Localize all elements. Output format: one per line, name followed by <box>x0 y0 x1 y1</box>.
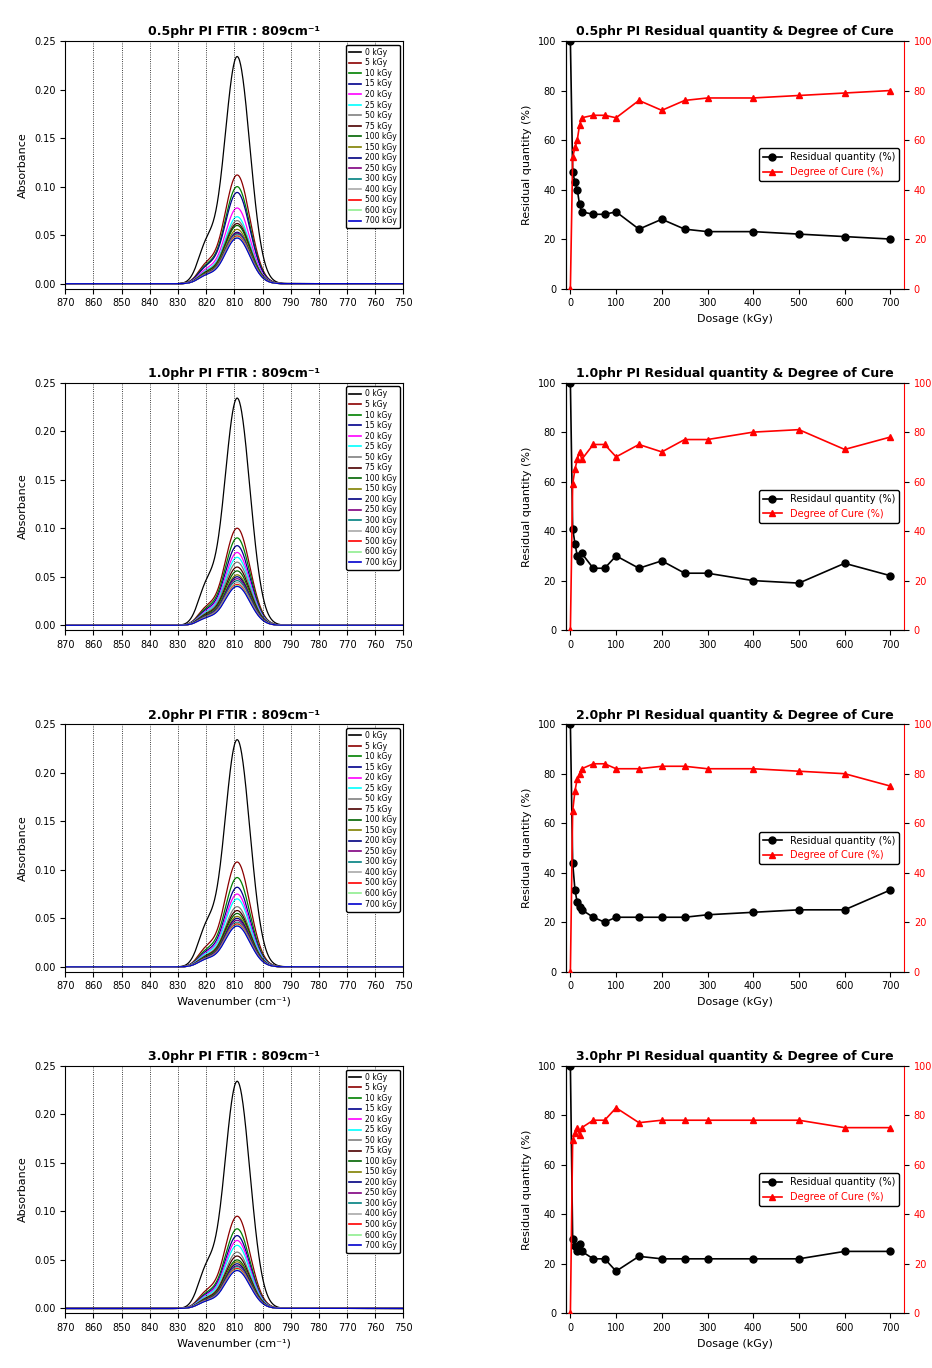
X-axis label: Wavenumber (cm⁻¹): Wavenumber (cm⁻¹) <box>177 997 292 1007</box>
Legend: 0 kGy, 5 kGy, 10 kGy, 15 kGy, 20 kGy, 25 kGy, 50 kGy, 75 kGy, 100 kGy, 150 kGy, : 0 kGy, 5 kGy, 10 kGy, 15 kGy, 20 kGy, 25… <box>347 386 400 570</box>
Title: 2.0phr PI Residual quantity & Degree of Cure: 2.0phr PI Residual quantity & Degree of … <box>576 709 894 722</box>
Legend: Residual quantity (%), Degree of Cure (%): Residual quantity (%), Degree of Cure (%… <box>759 149 899 181</box>
Y-axis label: Residual quantity (%): Residual quantity (%) <box>522 1130 532 1250</box>
Legend: Residual quantity (%), Degree of Cure (%): Residual quantity (%), Degree of Cure (%… <box>759 832 899 865</box>
Title: 0.5phr PI FTIR : 809cm⁻¹: 0.5phr PI FTIR : 809cm⁻¹ <box>148 26 321 38</box>
X-axis label: Dosage (kGy): Dosage (kGy) <box>697 1338 773 1349</box>
Y-axis label: Absorbance: Absorbance <box>19 473 28 539</box>
Legend: Residual quantity (%), Degree of Cure (%): Residual quantity (%), Degree of Cure (%… <box>759 1174 899 1205</box>
Title: 3.0phr PI FTIR : 809cm⁻¹: 3.0phr PI FTIR : 809cm⁻¹ <box>148 1051 321 1063</box>
X-axis label: Dosage (kGy): Dosage (kGy) <box>697 313 773 324</box>
Legend: 0 kGy, 5 kGy, 10 kGy, 15 kGy, 20 kGy, 25 kGy, 50 kGy, 75 kGy, 100 kGy, 150 kGy, : 0 kGy, 5 kGy, 10 kGy, 15 kGy, 20 kGy, 25… <box>347 45 400 228</box>
Title: 2.0phr PI FTIR : 809cm⁻¹: 2.0phr PI FTIR : 809cm⁻¹ <box>148 709 321 722</box>
X-axis label: Wavenumber (cm⁻¹): Wavenumber (cm⁻¹) <box>177 1338 292 1349</box>
Title: 0.5phr PI Residual quantity & Degree of Cure: 0.5phr PI Residual quantity & Degree of … <box>576 26 894 38</box>
Y-axis label: Residual quantity (%): Residual quantity (%) <box>522 446 532 566</box>
Legend: Residaul quantity (%), Degree of Cure (%): Residaul quantity (%), Degree of Cure (%… <box>759 490 899 523</box>
Legend: 0 kGy, 5 kGy, 10 kGy, 15 kGy, 20 kGy, 25 kGy, 50 kGy, 75 kGy, 100 kGy, 150 kGy, : 0 kGy, 5 kGy, 10 kGy, 15 kGy, 20 kGy, 25… <box>347 1070 400 1253</box>
Title: 3.0phr PI Residual quantity & Degree of Cure: 3.0phr PI Residual quantity & Degree of … <box>576 1051 894 1063</box>
X-axis label: Dosage (kGy): Dosage (kGy) <box>697 997 773 1007</box>
Y-axis label: Absorbance: Absorbance <box>19 815 28 881</box>
Y-axis label: Residual quantity (%): Residual quantity (%) <box>522 788 532 908</box>
Y-axis label: Absorbance: Absorbance <box>19 131 28 197</box>
Y-axis label: Absorbance: Absorbance <box>19 1157 28 1223</box>
Title: 1.0phr PI Residual quantity & Degree of Cure: 1.0phr PI Residual quantity & Degree of … <box>576 367 894 380</box>
Y-axis label: Residual quantity (%): Residual quantity (%) <box>522 104 532 224</box>
Legend: 0 kGy, 5 kGy, 10 kGy, 15 kGy, 20 kGy, 25 kGy, 50 kGy, 75 kGy, 100 kGy, 150 kGy, : 0 kGy, 5 kGy, 10 kGy, 15 kGy, 20 kGy, 25… <box>347 728 400 911</box>
Title: 1.0phr PI FTIR : 809cm⁻¹: 1.0phr PI FTIR : 809cm⁻¹ <box>148 367 321 380</box>
